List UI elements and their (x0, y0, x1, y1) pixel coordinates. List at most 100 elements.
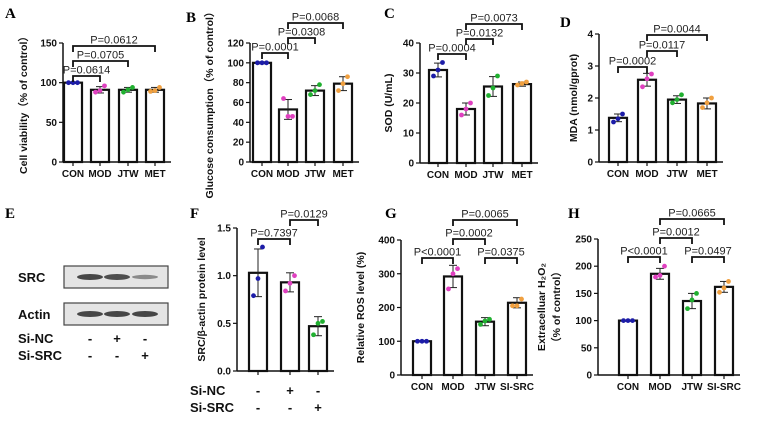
y-tick-label: 0 (51, 158, 57, 169)
data-point (640, 84, 645, 90)
data-point (315, 320, 321, 326)
significance-bracket (617, 66, 648, 73)
y-tick-label: 40 (233, 118, 245, 129)
data-point (66, 80, 71, 86)
significance-bracket (646, 50, 678, 57)
x-tick-label: JTW (666, 169, 688, 180)
significance-bracket (484, 257, 518, 264)
data-point (620, 111, 625, 117)
data-point (704, 100, 710, 106)
p-value-label: P=0.0614 (63, 65, 110, 77)
y-tick-label: 150 (575, 289, 592, 300)
data-point (255, 276, 261, 281)
p-value-label: P=0.0001 (251, 42, 298, 54)
data-point (283, 288, 288, 294)
data-point (446, 286, 451, 292)
data-point (510, 303, 515, 309)
bar-jtw (681, 299, 703, 377)
y-tick-label: 0.0 (217, 367, 231, 378)
data-point (662, 263, 667, 269)
data-point (657, 273, 663, 278)
bar-met (696, 102, 718, 164)
data-point (478, 321, 483, 327)
data-point (644, 76, 650, 82)
data-point (93, 89, 98, 95)
x-tick-label: CON (62, 169, 84, 180)
panel-label: E (5, 206, 15, 222)
p-value-label: P=0.0068 (292, 12, 339, 24)
data-point (486, 93, 491, 98)
p-value-label: P=0.0004 (428, 43, 475, 55)
protein-band (77, 274, 103, 280)
bar-con (62, 81, 84, 164)
condition-sign: - (88, 331, 92, 346)
p-value-label: P=0.0012 (652, 227, 699, 239)
significance-bracket (72, 45, 156, 52)
data-point (463, 106, 469, 112)
significance-bracket (659, 218, 725, 225)
bar-mod (649, 272, 671, 377)
data-point (125, 87, 131, 93)
bar-con (251, 61, 273, 164)
p-value-label: P=0.0002 (445, 228, 492, 240)
data-point (468, 100, 473, 106)
x-tick-label: CON (607, 169, 629, 180)
condition-label: Si-SRC (190, 400, 235, 415)
data-point (308, 92, 313, 97)
bar-met (144, 88, 166, 164)
blot-row-label: Actin (18, 307, 51, 322)
data-point (340, 81, 346, 87)
bar-group-2 (279, 281, 301, 373)
y-tick-label: 300 (378, 269, 395, 280)
data-point (625, 318, 631, 323)
x-tick-label: CON (427, 170, 449, 181)
protein-band (77, 311, 103, 317)
x-tick-label: MET (144, 169, 165, 180)
y-axis-label: Extracelluar H₂O₂ (536, 263, 548, 351)
condition-sign: - (316, 383, 320, 398)
condition-sign: + (113, 331, 121, 346)
data-point (317, 82, 322, 88)
data-point (674, 97, 680, 102)
condition-sign: - (143, 331, 147, 346)
data-point (287, 280, 293, 286)
condition-sign: - (88, 348, 92, 363)
bar-jtw (482, 85, 504, 165)
data-point (495, 73, 500, 79)
x-tick-label: MOD (648, 382, 671, 393)
p-value-label: P<0.0001 (414, 247, 461, 259)
bar-mod (455, 107, 477, 165)
x-tick-label: MOD (635, 169, 658, 180)
data-point (679, 92, 684, 98)
y-tick-label: 2 (587, 94, 593, 105)
y-tick-label: 1 (587, 126, 593, 137)
data-point (251, 293, 256, 299)
data-point (292, 273, 297, 279)
panel-label: F (190, 206, 199, 222)
bar-jtw (666, 98, 688, 164)
data-point (490, 85, 496, 91)
data-point (285, 113, 291, 119)
x-tick-label: SI-SRC (707, 382, 741, 393)
x-tick-label: MET (696, 169, 717, 180)
data-point (130, 85, 135, 90)
condition-sign: - (256, 400, 260, 415)
x-tick-label: CON (251, 169, 273, 180)
panel-c: C 0 10 20 30 40 SOD (U/mL) CON MOD JTW MET P=0.0004… (383, 6, 538, 181)
y-tick-label: 30 (403, 69, 415, 80)
y-axis-label: Relative ROS level (%) (355, 252, 367, 363)
y-tick-label: 10 (403, 129, 415, 140)
y-tick-label: 80 (233, 78, 245, 89)
data-point (653, 274, 658, 280)
p-value-label: P=0.0497 (684, 246, 731, 258)
panel-label: B (186, 10, 196, 26)
data-point (615, 116, 621, 122)
condition-sign: - (288, 400, 292, 415)
data-point (709, 95, 714, 101)
data-point (649, 71, 654, 77)
y-tick-label: 40 (403, 39, 415, 50)
data-point (685, 306, 690, 312)
data-point (431, 73, 436, 79)
x-tick-label: MOD (88, 169, 111, 180)
x-tick-label: JTW (304, 169, 326, 180)
